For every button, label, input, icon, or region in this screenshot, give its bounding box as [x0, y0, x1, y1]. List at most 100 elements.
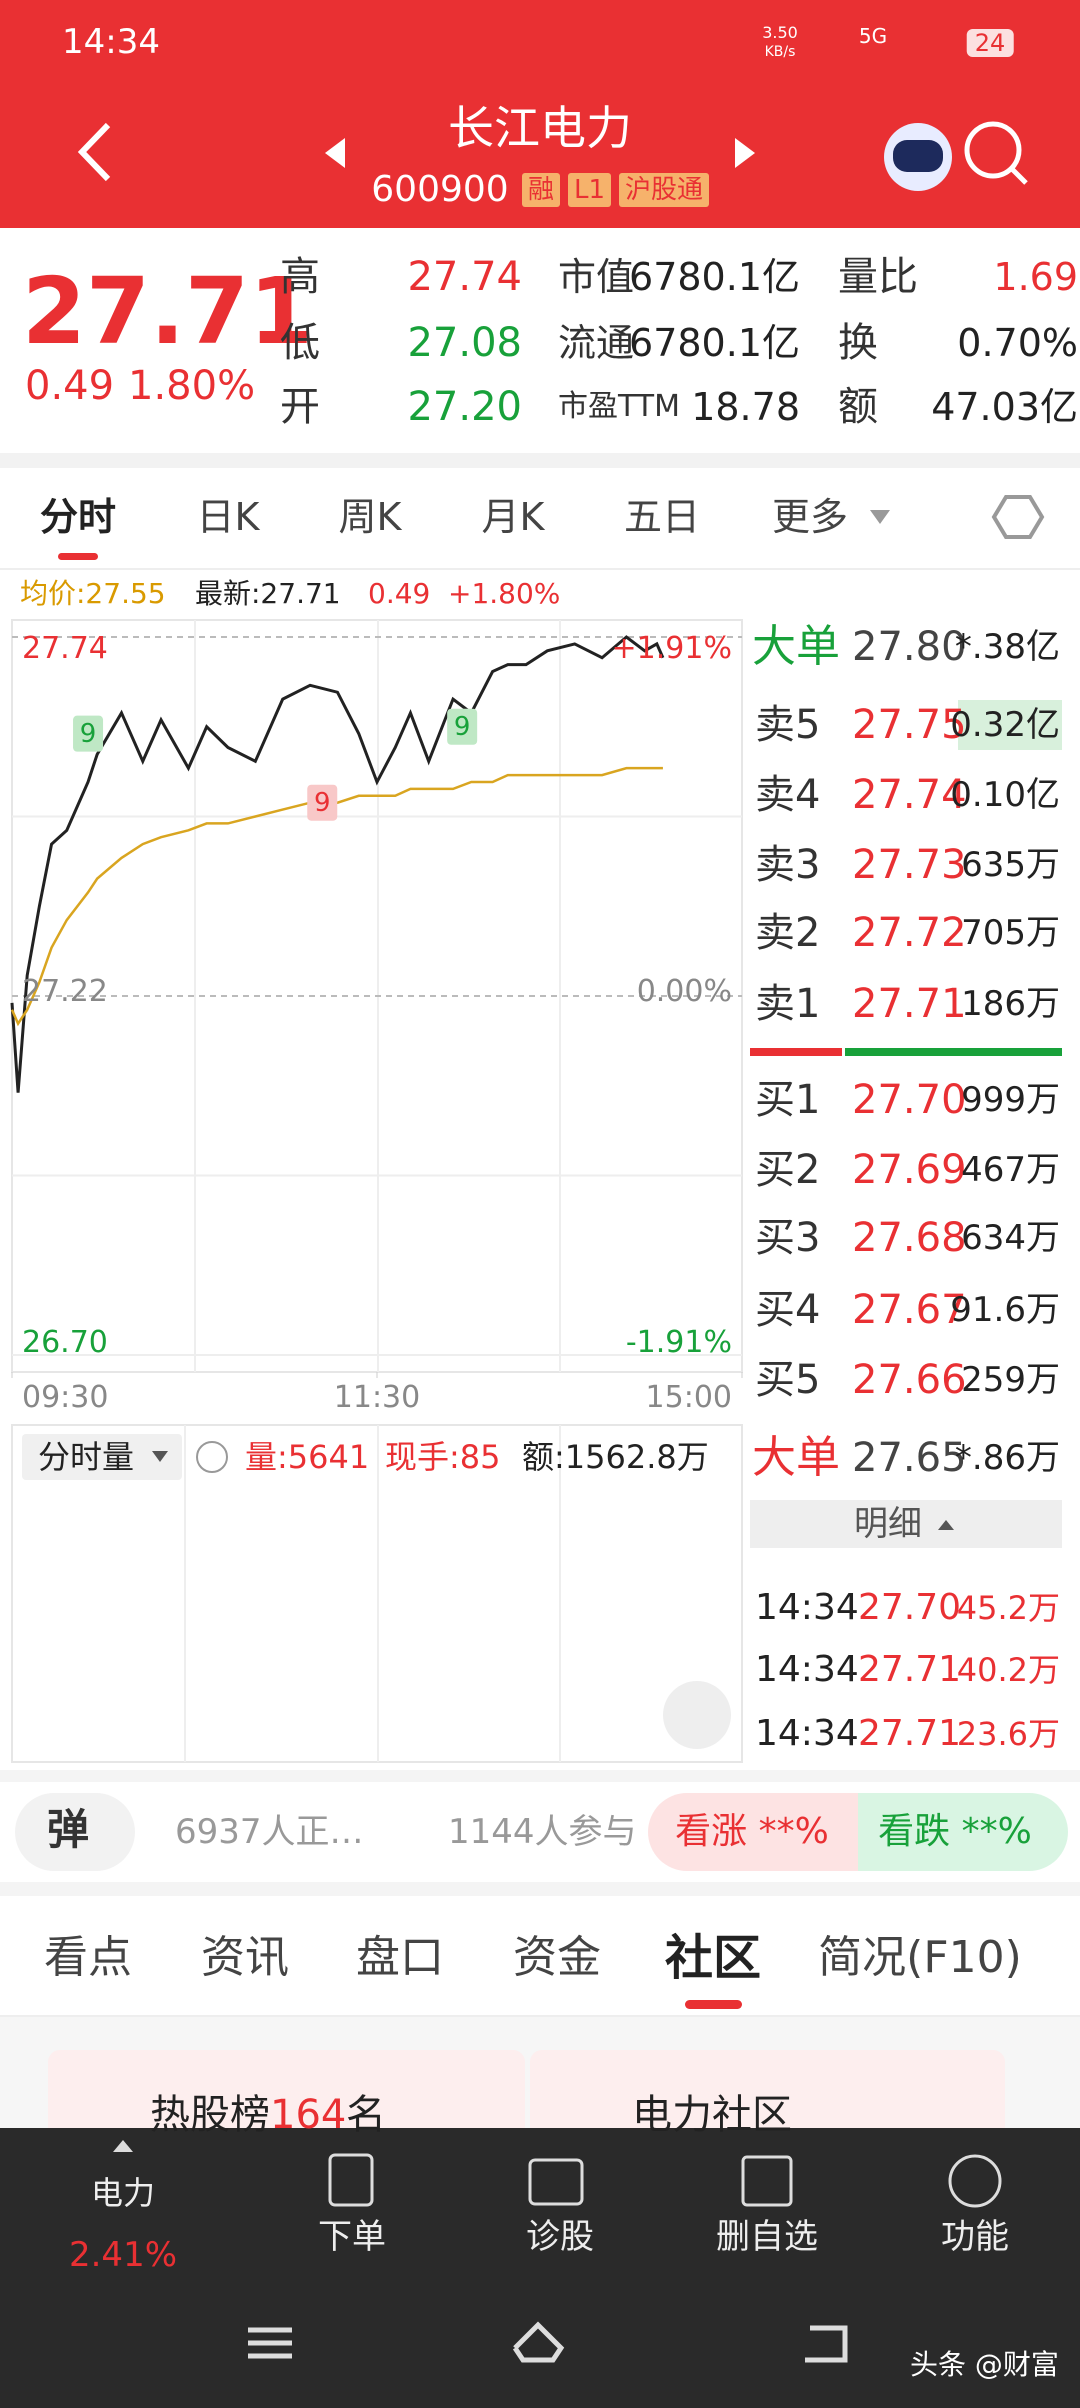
- stat-value: 27.20: [407, 384, 522, 430]
- card-title[interactable]: 热股榜: [150, 2092, 270, 2138]
- search-icon[interactable]: [964, 121, 1022, 179]
- book-volume: 91.6万: [950, 1290, 1060, 1330]
- stat-label: 量比: [838, 254, 918, 300]
- bull-button[interactable]: [648, 1793, 858, 1871]
- nav-icon[interactable]: [528, 2158, 584, 2206]
- danmu-button-label[interactable]: 弹: [46, 1805, 90, 1854]
- tick-time: 14:34: [755, 1587, 859, 1628]
- book-price: 27.74: [852, 772, 967, 818]
- book-label: 买3: [755, 1215, 821, 1261]
- nav-icon[interactable]: [328, 2153, 374, 2207]
- separator: [0, 1882, 1080, 1896]
- system-back[interactable]: [805, 2325, 848, 2363]
- signal-label: 9: [453, 711, 471, 742]
- stat-label: 市值: [558, 255, 635, 299]
- net-unit: KB/s: [764, 44, 796, 60]
- chart-tab[interactable]: 周K: [338, 495, 402, 539]
- price-line: [10, 766, 663, 1027]
- book-label: 卖5: [755, 702, 821, 748]
- expand-icon[interactable]: [663, 1681, 731, 1749]
- chart-tab[interactable]: 更多: [771, 495, 849, 539]
- viewers: 6937人正…: [175, 1812, 364, 1852]
- book-volume: 0.10亿: [950, 775, 1060, 815]
- system-menu[interactable]: [248, 2327, 292, 2359]
- divider: [0, 2015, 1080, 2017]
- nav-stock[interactable]: 电力: [90, 2174, 156, 2212]
- card[interactable]: [48, 2050, 525, 2140]
- volume-label[interactable]: 分时量: [38, 1438, 135, 1476]
- danmu-button[interactable]: [15, 1793, 135, 1871]
- nav-item[interactable]: 下单: [318, 2217, 386, 2257]
- nav-item[interactable]: 删自选: [716, 2217, 818, 2257]
- chart-tab[interactable]: 日K: [196, 495, 260, 539]
- nav-icon[interactable]: [948, 2154, 1002, 2208]
- nav-item[interactable]: 诊股: [526, 2217, 594, 2257]
- up-icon: [113, 2140, 133, 2152]
- tab[interactable]: 看点: [44, 1932, 132, 1983]
- volume-label-bg: [22, 1434, 182, 1480]
- robot-face: [893, 140, 943, 172]
- big-order-volume: *.86万: [954, 1438, 1060, 1478]
- book-price: 27.67: [852, 1287, 967, 1333]
- chart-tab-underline: [58, 553, 98, 560]
- stock-tag: 沪股通: [619, 173, 710, 207]
- book-price: 27.73: [852, 842, 967, 888]
- stock-code: 600900: [371, 169, 509, 210]
- stat-value: 0.70%: [957, 321, 1078, 365]
- divider: [0, 568, 1080, 570]
- latest-price: 最新:27.71: [195, 577, 341, 610]
- card-rank: 164: [270, 2092, 347, 2138]
- book-price: 27.68: [852, 1215, 967, 1261]
- hand: 现手:85: [385, 1438, 501, 1476]
- book-label: 卖4: [755, 772, 821, 818]
- bear-label[interactable]: 看跌 **%: [878, 1811, 1032, 1852]
- next-icon[interactable]: [735, 138, 755, 168]
- stat-label: 低: [280, 320, 320, 366]
- chart-tab[interactable]: 分时: [39, 495, 117, 539]
- tab[interactable]: 资讯: [201, 1932, 289, 1983]
- book-volume: 705万: [961, 913, 1060, 953]
- signal-marker: [73, 715, 104, 752]
- dropdown-icon: [152, 1451, 168, 1462]
- prev-icon[interactable]: [325, 138, 345, 168]
- tab[interactable]: 资金: [513, 1932, 601, 1983]
- back-icon[interactable]: [77, 122, 111, 182]
- nav-icon[interactable]: [741, 2155, 793, 2207]
- book-volume: 999万: [961, 1080, 1060, 1120]
- stat-label: 额: [838, 384, 878, 430]
- chart-tab[interactable]: 五日: [623, 495, 701, 539]
- avg-price: 均价:27.55: [20, 577, 166, 610]
- settings-icon[interactable]: [991, 495, 1045, 539]
- bull-label[interactable]: 看涨 **%: [675, 1811, 829, 1852]
- y-tick-label: 27.74: [22, 631, 108, 666]
- big-order-label: 大单: [752, 621, 840, 672]
- tab[interactable]: 社区: [664, 1930, 762, 1986]
- book-label: 卖2: [755, 910, 821, 956]
- tab[interactable]: 简况(F10): [818, 1932, 1022, 1983]
- x-tick-label: 09:30: [22, 1380, 109, 1415]
- dropdown-icon: [870, 510, 890, 524]
- pct-tick-label: +1.91%: [611, 631, 732, 666]
- tick-volume: 23.6万: [956, 1715, 1060, 1753]
- stock-tag: L1: [568, 173, 612, 207]
- chart-tab[interactable]: 月K: [481, 495, 545, 539]
- signal-marker: [307, 784, 338, 821]
- book-label: 买4: [755, 1287, 821, 1333]
- card[interactable]: [530, 2050, 1005, 2140]
- nav-item[interactable]: 功能: [941, 2217, 1009, 2257]
- detail-toggle[interactable]: 明细: [854, 1504, 922, 1544]
- book-label: 买1: [755, 1077, 821, 1123]
- tick-price: 27.71: [858, 1713, 962, 1754]
- bear-button[interactable]: [858, 1793, 1068, 1871]
- card-title[interactable]: 电力社区: [632, 2092, 792, 2138]
- stat-value: 27.74: [407, 254, 522, 300]
- tab[interactable]: 盘口: [356, 1932, 444, 1983]
- book-volume: 467万: [961, 1150, 1060, 1190]
- book-price: 27.72: [852, 910, 967, 956]
- book-volume: 259万: [961, 1360, 1060, 1400]
- stat-label: 高: [280, 254, 320, 300]
- system-home[interactable]: [512, 2321, 565, 2363]
- book-volume: 634万: [961, 1218, 1060, 1258]
- help-icon[interactable]: [196, 1441, 228, 1473]
- stat-label: 换: [838, 320, 878, 366]
